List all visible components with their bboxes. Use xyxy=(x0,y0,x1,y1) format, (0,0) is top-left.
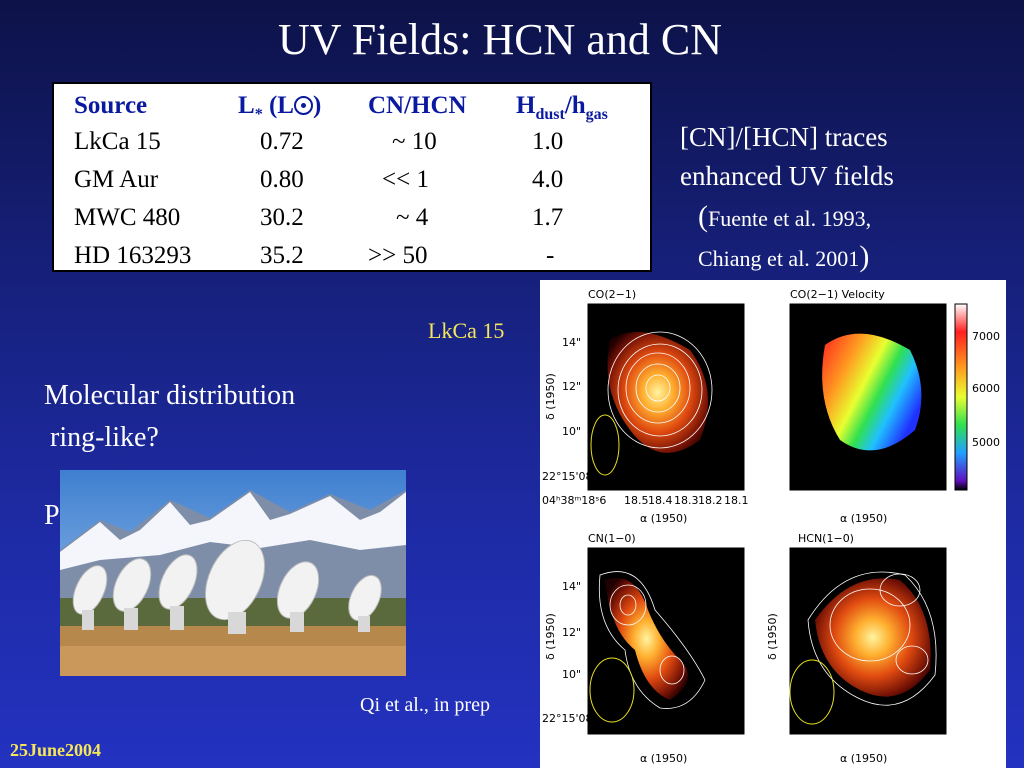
row-ratio: >> 50 xyxy=(368,242,428,269)
row-ratio: ~ 10 xyxy=(392,128,437,155)
footer-date: 25June2004 xyxy=(10,740,102,760)
y-tick-label: 22°15'08" xyxy=(542,470,598,483)
x-axis-label: α (1950) xyxy=(640,512,687,525)
x-axis-label: α (1950) xyxy=(640,752,687,765)
radio-telescope-photo xyxy=(60,470,406,676)
y-tick-label: 12" xyxy=(562,626,581,639)
panel-title: CO(2−1) Velocity xyxy=(790,288,885,301)
header-ratio: CN/HCN xyxy=(368,92,467,119)
row-height-ratio: 1.0 xyxy=(532,128,564,155)
molecular-text-line-1: Molecular distribution xyxy=(44,380,296,411)
header-source: Source xyxy=(74,92,148,119)
y-tick-label: 14" xyxy=(562,580,581,593)
credit-text: Qi et al., in prep xyxy=(360,694,490,716)
row-luminosity: 0.72 xyxy=(260,128,304,155)
lkca-label: LkCa 15 xyxy=(428,318,505,343)
row-luminosity: 35.2 xyxy=(260,242,304,269)
row-source: GM Aur xyxy=(74,166,159,193)
x-axis-label: α (1950) xyxy=(840,512,887,525)
x-tick-label: 04ʰ38ᵐ18ˢ6 xyxy=(542,494,606,507)
uv-trace-statement: [CN]/[HCN] traces enhanced UV fields xyxy=(680,122,894,191)
y-axis-label: δ (1950) xyxy=(766,613,779,660)
molecular-maps-figure: CO(2−1) CO(2−1) Velocity 7000 6000 5000 … xyxy=(540,280,1006,768)
y-tick-label: 10" xyxy=(562,668,581,681)
row-height-ratio: 1.7 xyxy=(532,204,564,231)
x-tick-label: 18.3 xyxy=(674,494,699,507)
y-tick-label: 22°15'08" xyxy=(542,712,598,725)
row-height-ratio: 4.0 xyxy=(532,166,564,193)
row-luminosity: 30.2 xyxy=(260,204,304,231)
row-source: LkCa 15 xyxy=(74,128,161,155)
panel-title: HCN(1−0) xyxy=(798,532,854,545)
row-ratio: ~ 4 xyxy=(396,204,429,231)
x-axis-label: α (1950) xyxy=(840,752,887,765)
colorbar-label: 7000 xyxy=(972,330,1000,343)
row-luminosity: 0.80 xyxy=(260,166,304,193)
colorbar-label: 6000 xyxy=(972,382,1000,395)
citation-line-2: Chiang et al. 2001) xyxy=(698,240,870,273)
y-tick-label: 10" xyxy=(562,425,581,438)
x-tick-label: 18.5 xyxy=(624,494,649,507)
x-tick-label: 18.2 xyxy=(698,494,723,507)
panel-title: CN(1−0) xyxy=(588,532,636,545)
x-tick-label: 18.1 xyxy=(724,494,749,507)
row-source: MWC 480 xyxy=(74,204,181,231)
colorbar-label: 5000 xyxy=(972,436,1000,449)
citation-line-1: (Fuente et al. 1993, xyxy=(698,200,872,233)
y-axis-label: δ (1950) xyxy=(544,613,557,660)
source-table: Source L* (L) CN/HCN Hdust/hgas LkCa 15 … xyxy=(52,82,652,272)
header-luminosity: L* (L) xyxy=(238,92,322,123)
slide-title: UV Fields: HCN and CN xyxy=(277,15,723,64)
row-ratio: << 1 xyxy=(382,166,429,193)
header-height-ratio: Hdust/hgas xyxy=(516,92,608,123)
y-tick-label: 12" xyxy=(562,380,581,393)
y-axis-label: δ (1950) xyxy=(544,373,557,420)
molecular-text-line-2: ring-like? xyxy=(50,422,159,453)
y-tick-label: 14" xyxy=(562,336,581,349)
row-source: HD 163293 xyxy=(74,242,192,269)
panel-title: CO(2−1) xyxy=(588,288,636,301)
row-height-ratio: - xyxy=(546,242,555,269)
x-tick-label: 18.4 xyxy=(648,494,673,507)
sun-symbol-icon xyxy=(293,96,313,115)
partial-text: P xyxy=(44,500,60,531)
